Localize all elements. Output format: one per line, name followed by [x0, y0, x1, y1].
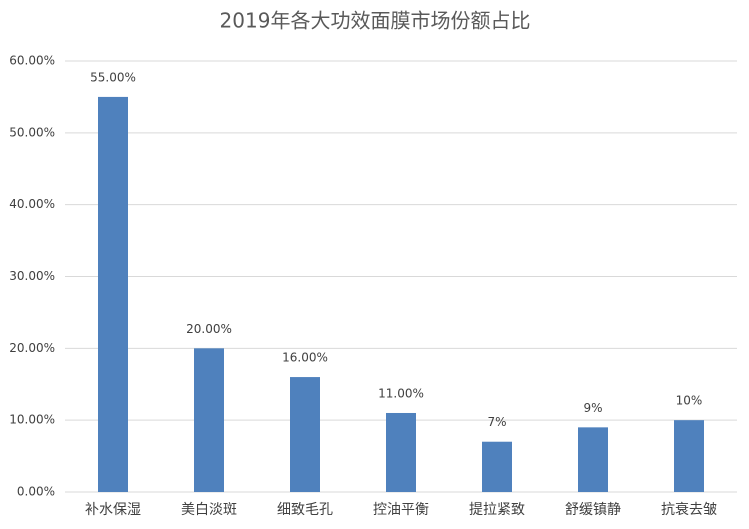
- data-label: 16.00%: [282, 351, 328, 365]
- bar: [194, 348, 224, 492]
- x-tick-label: 舒缓镇静: [565, 502, 621, 518]
- x-tick-label: 提拉紧致: [469, 502, 525, 518]
- bar: [98, 96, 128, 493]
- bar: [386, 412, 416, 492]
- y-tick-label: 40.00%: [9, 197, 55, 211]
- data-label: 7%: [487, 415, 506, 429]
- y-tick-label: 50.00%: [9, 125, 55, 139]
- data-label: 9%: [583, 401, 602, 415]
- bar: [482, 441, 512, 492]
- y-tick-label: 20.00%: [9, 341, 55, 355]
- y-tick-label: 30.00%: [9, 269, 55, 283]
- bar: [578, 427, 608, 492]
- chart-title: 2019年各大功效面膜市场份额占比: [220, 9, 531, 33]
- x-tick-label: 控油平衡: [373, 502, 429, 518]
- data-label: 55.00%: [90, 70, 136, 84]
- bar: [674, 420, 704, 492]
- data-label: 10%: [676, 394, 703, 408]
- y-tick-label: 0.00%: [17, 485, 55, 499]
- bar: [290, 377, 320, 492]
- x-tick-label: 美白淡斑: [181, 502, 237, 518]
- x-tick-label: 细致毛孔: [277, 502, 333, 518]
- data-label: 11.00%: [378, 386, 424, 400]
- x-tick-label: 补水保湿: [85, 502, 141, 518]
- x-tick-label: 抗衰去皱: [661, 501, 717, 518]
- y-tick-label: 60.00%: [9, 54, 55, 68]
- y-tick-label: 10.00%: [9, 413, 55, 427]
- data-label: 20.00%: [186, 322, 232, 336]
